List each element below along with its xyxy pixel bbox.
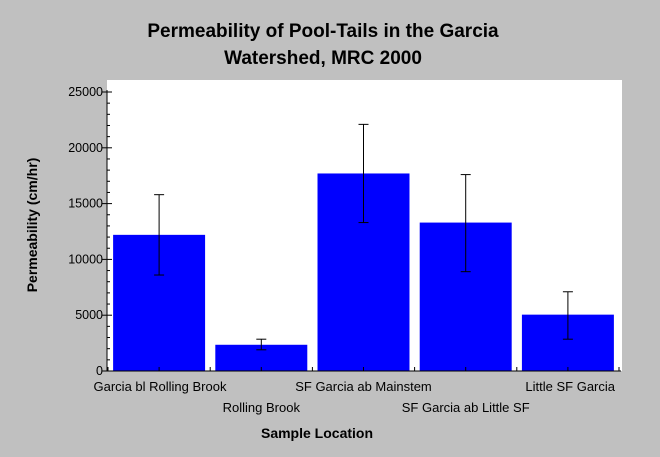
y-tick-label-5000: 5000 (75, 308, 103, 322)
category-label-2: Rolling Brook (223, 400, 301, 415)
y-tick-label-10000: 10000 (68, 252, 103, 266)
chart-title-line-2: Watershed, MRC 2000 (224, 48, 422, 69)
category-label-4: SF Garcia ab Little SF (402, 400, 530, 415)
y-tick-label-25000: 25000 (68, 85, 103, 99)
y-tick-label-15000: 15000 (68, 197, 103, 211)
y-tick-label-20000: 20000 (68, 141, 103, 155)
labels-layer: 0 5000 10000 15000 20000 25000 Garcia bl Rolli… (68, 85, 616, 415)
y-tick-label-0: 0 (96, 364, 103, 378)
axes-layer (102, 90, 621, 372)
y-axis-title: Permeability (cm/hr) (24, 158, 40, 293)
category-label-5: Little SF Garcia (525, 379, 615, 394)
x-axis-title: Sample Location (261, 425, 373, 441)
category-label-3: SF Garcia ab Mainstem (295, 379, 432, 394)
category-label-1: Garcia bl Rolling Brook (94, 379, 227, 394)
chart-title-line-1: Permeability of Pool-Tails in the Garcia (147, 21, 499, 42)
error-bars-layer (154, 123, 573, 351)
